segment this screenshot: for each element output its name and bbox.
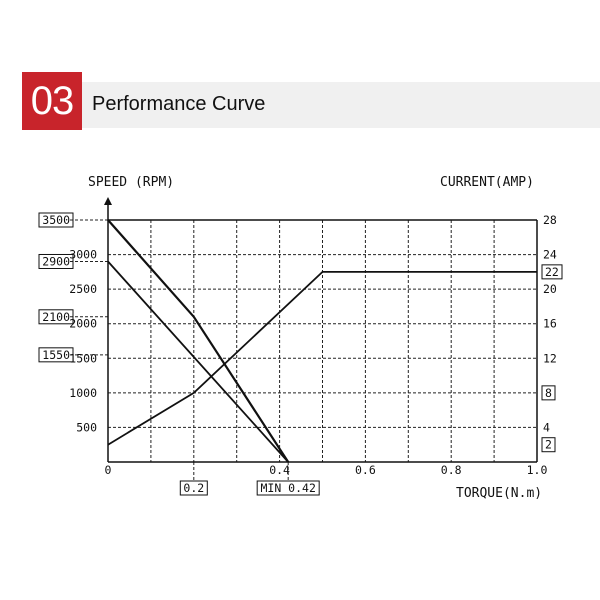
x-marker-label-text: 0.2	[183, 481, 204, 495]
left-marker-label: 1550	[38, 347, 74, 363]
series-line-3	[107, 270, 537, 446]
left-tick-label: 3000	[69, 248, 97, 262]
left-marker-label-text: 3500	[42, 213, 70, 227]
right-marker-label: 2	[541, 437, 556, 453]
left-marker-label-text: 2100	[42, 310, 70, 324]
right-marker-label-text: 22	[545, 265, 559, 279]
right-marker-label: 22	[541, 264, 563, 280]
left-tick-label: 500	[76, 420, 97, 434]
x-marker-label-text: MIN 0.42	[260, 481, 315, 495]
left-tick-label: 1000	[69, 386, 97, 400]
series-line-1	[107, 219, 290, 463]
right-marker-label-text: 2	[545, 438, 552, 452]
y-axis-title-left: SPEED (RPM)	[88, 175, 174, 190]
right-marker-label-box	[541, 264, 563, 280]
x-marker-label: MIN 0.42	[256, 480, 320, 496]
left-marker-label-box	[38, 212, 74, 228]
right-tick-label: 28	[543, 213, 557, 227]
right-tick-label: 24	[543, 248, 557, 262]
y-axis-title-right: CURRENT(AMP)	[440, 175, 534, 190]
x-marker-label-box	[256, 480, 320, 496]
series-line-2	[107, 260, 289, 463]
right-marker-label-box	[541, 437, 556, 453]
right-marker-label-text: 8	[545, 386, 552, 400]
right-marker-label-box	[541, 385, 556, 401]
left-marker-label-box	[38, 347, 74, 363]
x-tick-label: 0.6	[355, 463, 376, 477]
grid	[70, 219, 537, 482]
x-marker-label-box	[179, 480, 208, 496]
right-tick-label: 20	[543, 282, 557, 296]
left-marker-label-box	[38, 309, 74, 325]
left-marker-label-box	[38, 253, 74, 269]
x-axis-title: TORQUE(N.m)	[456, 486, 542, 501]
right-tick-label: 16	[543, 317, 557, 331]
x-tick-label: 0.8	[441, 463, 462, 477]
section-title: Performance Curve	[92, 93, 266, 115]
left-tick-label: 1500	[69, 351, 97, 365]
x-tick-label: 1.0	[527, 463, 548, 477]
left-marker-label: 2900	[38, 253, 74, 269]
left-marker-label: 3500	[38, 212, 74, 228]
tick-labels: 0 0.4 0.6 0.8 1.0 500 1000 1500 2000 2500 3000 4 12 1…	[38, 212, 563, 496]
left-axis-arrow	[104, 197, 112, 205]
left-marker-label-text: 2900	[42, 254, 70, 268]
axes-frame	[104, 197, 538, 463]
x-tick-label: 0.4	[269, 463, 290, 477]
x-tick-label: 0	[105, 463, 112, 477]
left-marker-label-text: 1550	[42, 348, 70, 362]
section-number-badge: 03	[22, 72, 82, 130]
header-bar	[22, 82, 600, 128]
right-tick-label: 12	[543, 351, 557, 365]
left-marker-label: 2100	[38, 309, 74, 325]
left-tick-label: 2000	[69, 317, 97, 331]
series	[107, 219, 537, 463]
right-marker-label: 8	[541, 385, 556, 401]
left-tick-label: 2500	[69, 282, 97, 296]
right-tick-label: 4	[543, 420, 550, 434]
x-marker-label: 0.2	[179, 480, 208, 496]
